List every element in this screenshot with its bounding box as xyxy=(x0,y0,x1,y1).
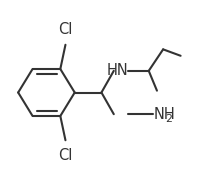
Text: NH: NH xyxy=(152,107,174,122)
Text: 2: 2 xyxy=(164,114,171,124)
Text: Cl: Cl xyxy=(58,22,72,37)
Text: HN: HN xyxy=(106,63,128,78)
Text: Cl: Cl xyxy=(58,148,72,163)
